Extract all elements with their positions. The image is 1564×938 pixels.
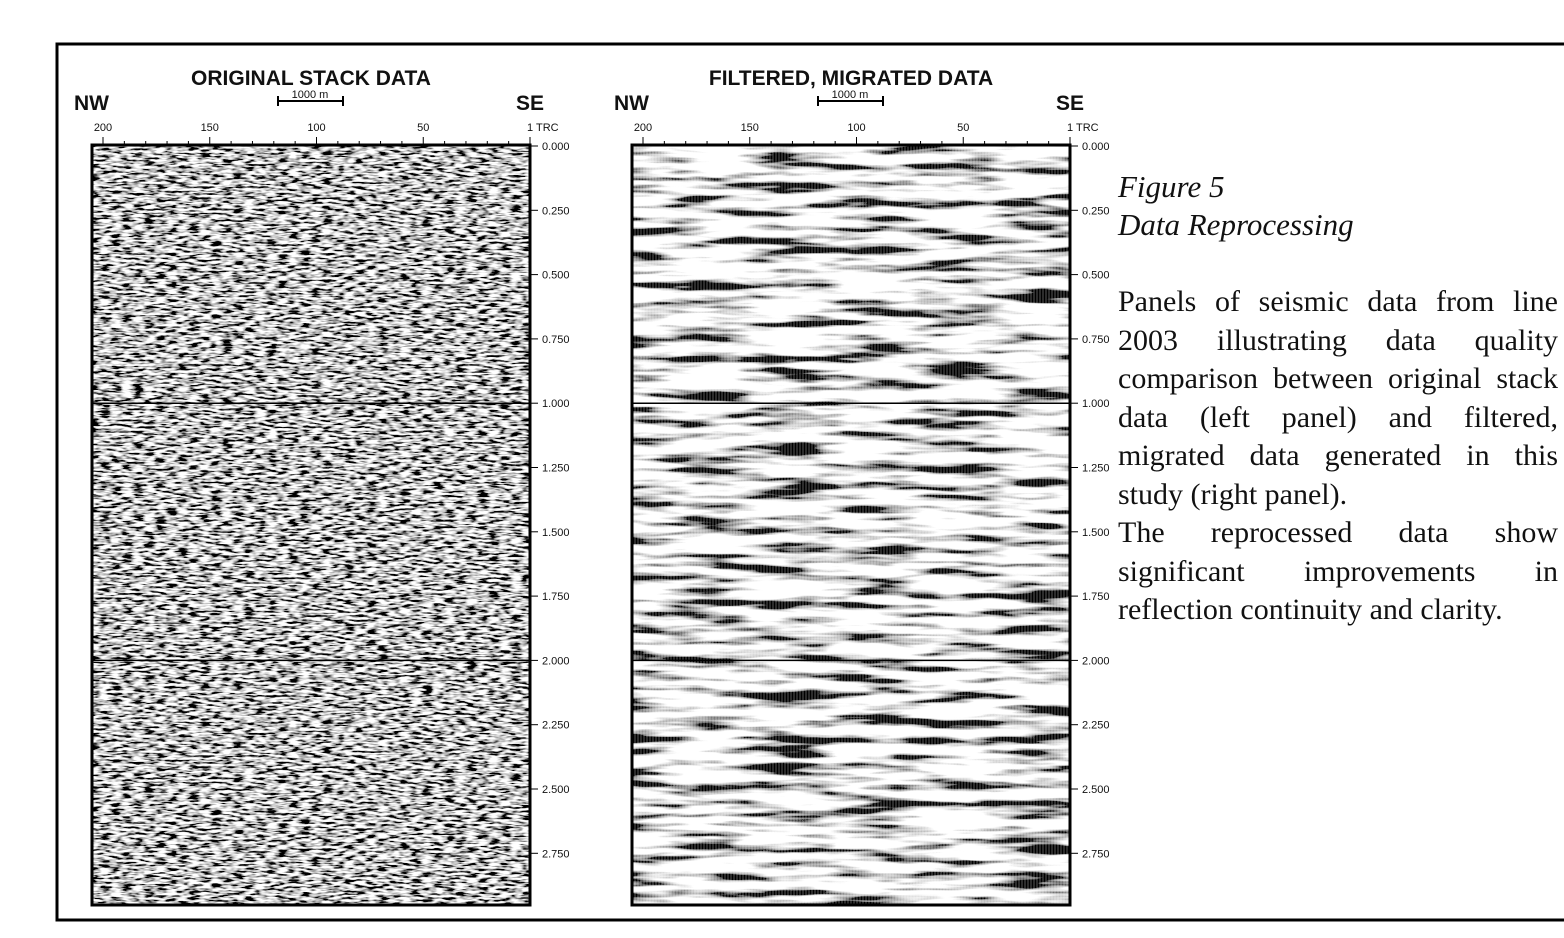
trace-tick-label: 1 TRC — [1067, 122, 1099, 134]
panel-title: ORIGINAL STACK DATA — [191, 67, 431, 90]
seismic-section — [92, 145, 530, 905]
figure-title: Data Reprocessing — [1118, 207, 1354, 242]
caption-body: Panels of seismic data from line 2003 il… — [1118, 283, 1558, 630]
trace-tick-label: 200 — [94, 122, 112, 134]
scale-bar — [817, 96, 884, 106]
figure-number: Figure 5 — [1118, 169, 1225, 204]
trace-tick-label: 1 TRC — [527, 122, 559, 134]
time-tick-label: 2.000 — [542, 655, 570, 667]
trace-tick-label: 50 — [417, 122, 429, 134]
time-tick-label: 0.750 — [1082, 334, 1110, 346]
time-tick-label: 2.250 — [1082, 720, 1110, 732]
time-tick-label: 1.250 — [542, 463, 570, 475]
time-tick-label: 0.500 — [1082, 270, 1110, 282]
time-tick-label: 0.500 — [542, 270, 570, 282]
time-tick-label: 0.750 — [542, 334, 570, 346]
trace-tick-label: 50 — [957, 122, 969, 134]
time-tick-label: 2.000 — [1082, 655, 1110, 667]
time-tick-label: 2.750 — [542, 848, 570, 860]
caption-paragraph: The reprocessed data show significant im… — [1118, 516, 1558, 626]
time-tick-label: 2.250 — [542, 720, 570, 732]
panel-border — [630, 143, 1072, 907]
direction-label: SE — [1056, 92, 1084, 115]
time-tick-label: 2.750 — [1082, 848, 1110, 860]
trace-tick-label: 200 — [634, 122, 652, 134]
trace-tick-label: 100 — [847, 122, 865, 134]
time-tick-label: 2.500 — [542, 784, 570, 796]
scale-bar-label: 1000 m — [292, 89, 329, 101]
time-tick-label: 0.250 — [1082, 205, 1110, 217]
figure-frame — [55, 42, 1564, 922]
panel-border — [90, 143, 532, 907]
direction-label: SE — [516, 92, 544, 115]
time-tick-label: 1.750 — [1082, 591, 1110, 603]
time-tick-label: 1.750 — [542, 591, 570, 603]
time-tick-label: 1.000 — [542, 398, 570, 410]
time-tick-label: 0.250 — [542, 205, 570, 217]
trace-tick-label: 150 — [201, 122, 219, 134]
time-tick-label: 1.250 — [1082, 463, 1110, 475]
scale-bar-label: 1000 m — [832, 89, 869, 101]
panel-title: FILTERED, MIGRATED DATA — [709, 67, 993, 90]
time-tick-label: 1.000 — [1082, 398, 1110, 410]
caption-paragraph: Panels of seismic data from line 2003 il… — [1118, 285, 1558, 511]
scale-bar — [277, 96, 344, 106]
seismic-section — [632, 145, 1070, 905]
time-tick-label: 0.000 — [542, 141, 570, 153]
time-tick-label: 2.500 — [1082, 784, 1110, 796]
direction-label: NW — [614, 92, 649, 115]
time-tick-label: 1.500 — [1082, 527, 1110, 539]
trace-tick-label: 100 — [307, 122, 325, 134]
direction-label: NW — [74, 92, 109, 115]
time-tick-label: 0.000 — [1082, 141, 1110, 153]
time-tick-label: 1.500 — [542, 527, 570, 539]
trace-tick-label: 150 — [741, 122, 759, 134]
